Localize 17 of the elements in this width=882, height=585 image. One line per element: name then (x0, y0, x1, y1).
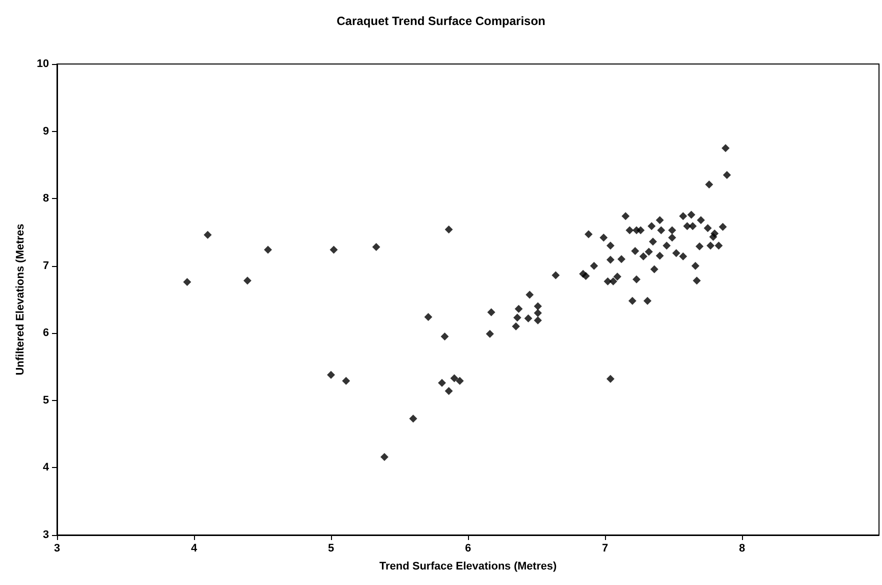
y-tick-label: 5 (42, 394, 49, 406)
y-tick-label: 6 (42, 327, 49, 340)
y-axis-title: Unfiltered Elevations (Metres (14, 224, 26, 376)
y-tick-label: 10 (36, 58, 49, 70)
y-tick-label: 8 (42, 192, 49, 205)
x-tick-label: 7 (602, 542, 608, 554)
x-axis-title: Trend Surface Elevations (Metres) (379, 560, 557, 572)
x-tick-label: 6 (464, 542, 472, 554)
y-tick-label: 7 (42, 260, 49, 272)
x-tick-label: 4 (190, 542, 198, 554)
x-tick-label: 5 (328, 542, 334, 554)
chart-title: Caraquet Trend Surface Comparison (336, 14, 546, 28)
x-tick-label: 3 (54, 542, 60, 554)
y-tick-label: 3 (42, 529, 49, 541)
y-tick-label: 4 (42, 462, 50, 474)
y-tick-label: 9 (42, 125, 49, 138)
x-tick-label: 8 (738, 542, 746, 554)
